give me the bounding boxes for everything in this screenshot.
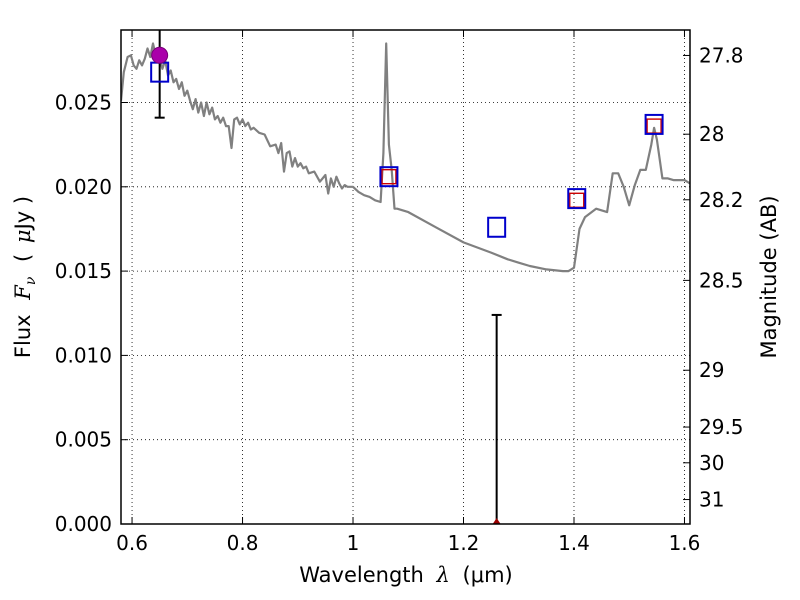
photometry-point (151, 46, 169, 64)
observed-square (379, 166, 399, 188)
y-axis-label: Flux Fν ( μJy ) (11, 196, 40, 358)
y2-tick-label: 28 (699, 122, 724, 146)
observed-square (567, 188, 587, 210)
x-tick-label: 1 (347, 531, 360, 555)
x-axis-label: Wavelength λ (μm) (299, 563, 512, 587)
x-tick-label: 1.6 (669, 531, 701, 555)
y-tick-label: 0.025 (55, 90, 112, 114)
model-spectrum-line (121, 42, 690, 273)
y2-tick-label: 28.5 (699, 268, 744, 292)
upper-limit-marker (492, 518, 501, 524)
y-tick-label: 0.015 (55, 259, 112, 283)
y-tick-label: 0.005 (55, 428, 112, 452)
y2-tick-label: 28.2 (699, 188, 744, 212)
observed-square (644, 113, 664, 135)
y-tick-label: 0.020 (55, 175, 112, 199)
axes-frame (120, 29, 691, 525)
model-band-square (569, 192, 585, 208)
x-tick-label: 0.6 (116, 531, 148, 555)
plot-area (121, 30, 690, 524)
x-tick-label: 0.8 (227, 531, 259, 555)
y2-tick-label: 30 (699, 451, 724, 475)
y2-tick-label: 31 (699, 488, 724, 512)
x-tick-label: 1.2 (448, 531, 480, 555)
y2-tick-label: 27.8 (699, 43, 744, 67)
y2-tick-label: 29 (699, 358, 724, 382)
axis-ticks: 0.6 0.8 1 1.2 1.4 1.6 0.000 0.005 0.010 0.015 0.02… (55, 30, 744, 555)
grid-lines (121, 30, 690, 524)
model-band-square (381, 168, 397, 185)
y-tick-label: 0.000 (55, 512, 112, 536)
x-tick-label: 1.4 (558, 531, 590, 555)
y-tick-label: 0.010 (55, 343, 112, 367)
y2-axis-label: Magnitude (AB) (757, 195, 781, 358)
y2-tick-label: 29.5 (699, 415, 744, 439)
observed-square (487, 216, 507, 238)
